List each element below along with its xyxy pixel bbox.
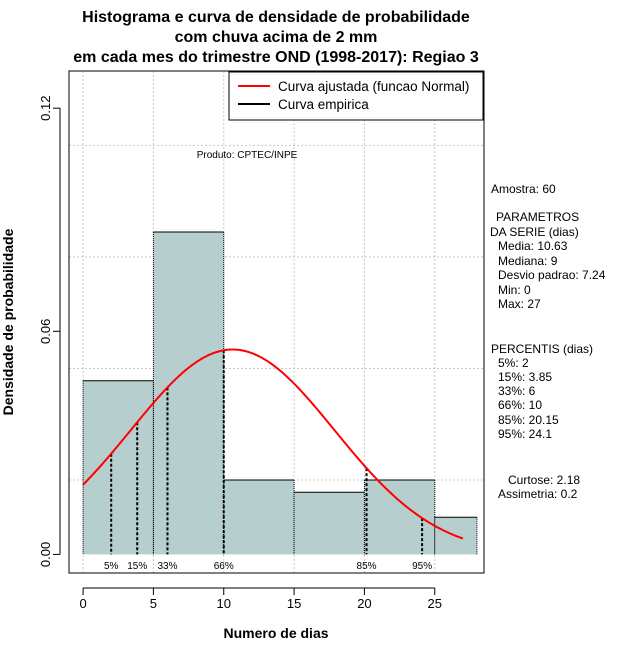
param-mediana: Mediana: 9 — [498, 254, 558, 268]
param-media: Media: 10.63 — [498, 239, 568, 253]
sample-size: Amostra: 60 — [491, 182, 556, 196]
param-desvio: Desvio padrao: 7.24 — [498, 268, 606, 282]
x-tick-label: 15 — [287, 596, 301, 611]
y-axis-title: Densidade de probabilidade — [0, 228, 16, 415]
axes: 0 5 10 15 20 25 0.00 0.06 0.12 — [38, 96, 442, 611]
x-axis-title: Numero de dias — [223, 625, 328, 641]
y-tick-label: 0.00 — [38, 542, 53, 567]
percentil-5: 5%: 2 — [498, 356, 529, 370]
plot-frame — [68, 70, 485, 574]
assimetria: Assimetria: 0.2 — [498, 487, 578, 501]
histogram-bar — [83, 380, 154, 555]
legend: Curva ajustada (funcao Normal) Curva emp… — [228, 71, 484, 121]
curtose: Curtose: 2.18 — [508, 473, 580, 487]
percentile-label: 15% — [127, 561, 147, 572]
fitted-normal-curve — [82, 348, 464, 540]
param-min: Min: 0 — [498, 283, 531, 297]
histogram-bar — [153, 232, 224, 555]
percentile-label: 95% — [412, 561, 432, 572]
percentil-33: 33%: 6 — [498, 384, 536, 398]
stats-panel: Amostra: 60 PARAMETROS DA SERIE (dias) M… — [490, 182, 606, 501]
percentil-15: 15%: 3.85 — [498, 370, 552, 384]
percentil-66: 66%: 10 — [498, 398, 542, 412]
percentile-label: 85% — [357, 561, 377, 572]
percentile-markers: 5% 15% 33% 66% 85% 95% — [104, 350, 432, 572]
param-max: Max: 27 — [498, 297, 541, 311]
x-tick-label: 20 — [357, 596, 371, 611]
x-tick-label: 0 — [79, 596, 86, 611]
params-title-2: DA SERIE (dias) — [490, 225, 579, 239]
chart-title-line-1: Histograma e curva de densidade de proba… — [82, 9, 470, 26]
legend-fitted-label: Curva ajustada (funcao Normal) — [278, 79, 469, 94]
chart-title-line-2: com chuva acima de 2 mm — [175, 29, 378, 46]
y-tick-label: 0.12 — [38, 96, 53, 121]
legend-empirical-label: Curva empirica — [278, 97, 369, 112]
percentile-label: 5% — [104, 561, 119, 572]
percentile-label: 66% — [214, 561, 234, 572]
curves — [82, 348, 464, 540]
percentil-85: 85%: 20.15 — [498, 413, 559, 427]
histogram-bar — [294, 492, 365, 555]
percentil-95: 95%: 24.1 — [498, 427, 552, 441]
x-tick-label: 5 — [150, 596, 157, 611]
x-tick-label: 10 — [217, 596, 231, 611]
product-label: Produto: CPTEC/INPE — [197, 150, 298, 161]
percentis-title: PERCENTIS (dias) — [491, 342, 593, 356]
percentile-label: 33% — [157, 561, 177, 572]
histogram-bar — [223, 480, 295, 555]
legend-box — [228, 71, 484, 121]
chart-title-line-3: em cada mes do trimestre OND (1998-2017)… — [73, 49, 479, 66]
y-tick-label: 0.06 — [38, 319, 53, 344]
params-title-1: PARAMETROS — [496, 210, 579, 224]
histogram-bar — [364, 480, 435, 555]
x-tick-label: 25 — [428, 596, 442, 611]
histogram-bars — [82, 231, 478, 555]
